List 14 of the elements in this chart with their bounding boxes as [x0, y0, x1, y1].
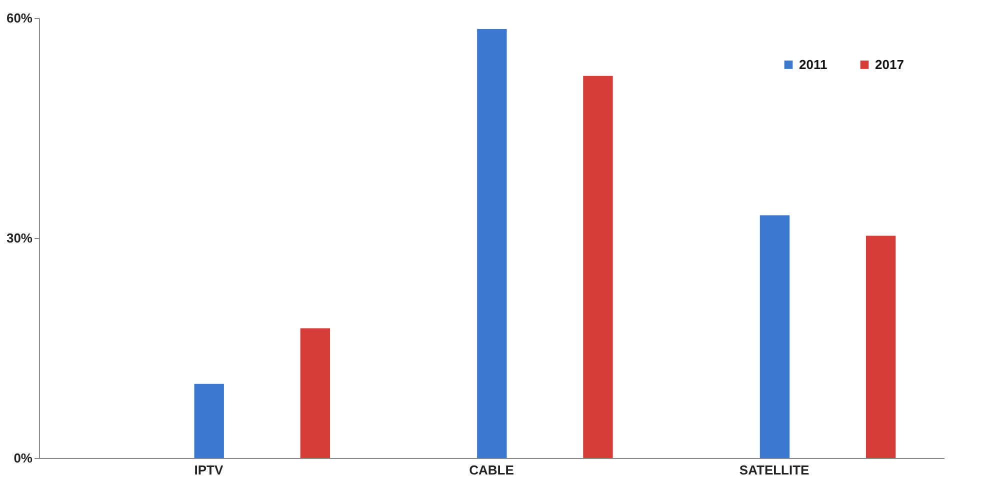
x-tick-label: SATELLITE: [739, 462, 810, 478]
y-tick-label: 0%: [14, 450, 33, 466]
bar: [300, 328, 330, 458]
x-tick-label: IPTV: [194, 462, 224, 478]
y-tick-label: 30%: [6, 230, 33, 246]
bar: [477, 29, 507, 458]
bar: [866, 236, 896, 458]
x-tick-label: CABLE: [469, 462, 514, 478]
legend-label: 2011: [799, 56, 828, 72]
bar: [194, 384, 224, 458]
bar: [583, 76, 613, 458]
bar: [760, 215, 790, 458]
y-tick-label: 60%: [6, 10, 33, 26]
legend-label: 2017: [875, 56, 904, 72]
